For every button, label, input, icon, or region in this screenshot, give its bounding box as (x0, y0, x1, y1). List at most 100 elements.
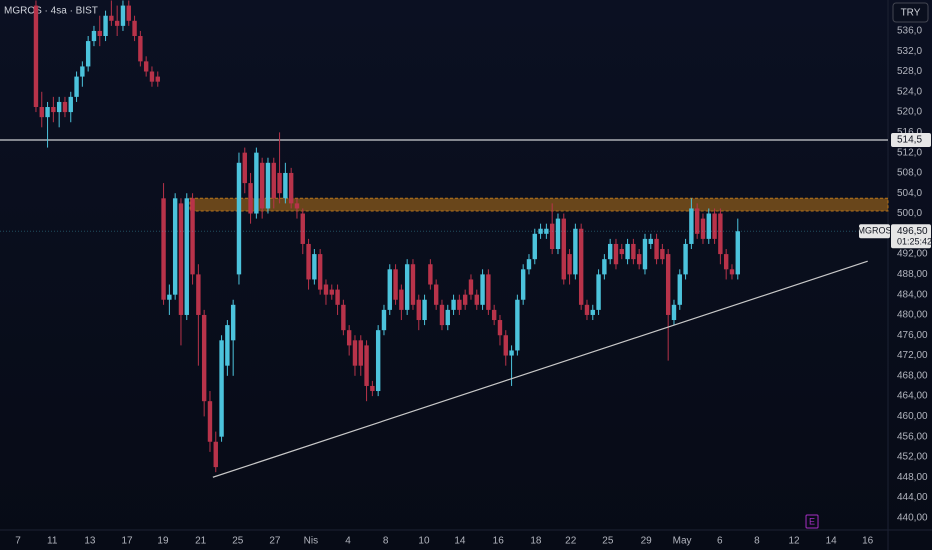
candle-body (439, 304, 445, 326)
last-price-label: 496,50 (897, 226, 928, 237)
candle-body (225, 325, 230, 366)
last-price-box (891, 224, 931, 249)
candle-body (520, 269, 526, 300)
y-tick-label: 460,00 (897, 411, 928, 422)
candle-body (555, 218, 561, 250)
candle-body (567, 254, 572, 275)
candle-body (613, 243, 619, 265)
candle-body (236, 162, 242, 275)
candle-body (45, 107, 50, 118)
candle-body (126, 5, 131, 21)
candle-body (230, 304, 236, 341)
candle-body (370, 385, 375, 392)
candle-body (155, 76, 160, 82)
x-tick-label: 12 (788, 536, 800, 547)
candle-body (329, 289, 334, 295)
y-tick-label: 532,0 (897, 46, 922, 57)
y-tick-label: 504,0 (897, 188, 922, 199)
y-tick-label: 488,00 (897, 269, 928, 280)
resistance-zone (189, 197, 889, 212)
candle-body (654, 238, 659, 260)
candle-body (515, 299, 520, 351)
candle-body (80, 66, 85, 77)
candle-body (143, 61, 149, 72)
y-tick-label: 452,00 (897, 452, 928, 463)
candle-body (509, 350, 514, 356)
x-tick-label: 16 (493, 536, 505, 547)
candle-body (341, 304, 346, 331)
candle-body (410, 264, 416, 305)
candle-body (114, 20, 120, 26)
candle-body (486, 274, 491, 310)
candle-body (51, 107, 56, 113)
y-tick-label: 524,0 (897, 86, 922, 97)
candle-body (213, 441, 218, 468)
candle-body (33, 5, 39, 108)
x-tick-label: 11 (47, 536, 58, 547)
level-label-box (891, 132, 931, 147)
candle-body (729, 269, 735, 275)
candle-body (381, 309, 387, 331)
x-tick-label: 25 (232, 536, 244, 547)
y-tick-label: 480,00 (897, 310, 928, 321)
y-tick-label: 444,00 (897, 492, 928, 503)
x-tick-label: 19 (157, 536, 169, 547)
candle-body (619, 249, 624, 255)
candle-body (196, 274, 201, 315)
candle-body (549, 223, 555, 250)
candle-body (294, 203, 300, 209)
candle-body (596, 274, 601, 310)
candle-body (573, 228, 578, 275)
candle-body (393, 269, 398, 300)
candle-body (433, 284, 439, 305)
candle-body (85, 41, 91, 67)
candle-body (317, 254, 323, 290)
candle-body (265, 162, 271, 209)
candle-body (167, 294, 172, 300)
candle-body (689, 208, 694, 244)
level-label: 514,5 (897, 135, 922, 146)
candle-body (422, 299, 427, 321)
candle-body (132, 20, 137, 37)
x-tick-label: 8 (754, 536, 760, 547)
y-tick-label: 512,0 (897, 147, 922, 158)
x-tick-label: May (673, 536, 692, 547)
symbol-label: MGROS (857, 226, 891, 236)
candle-body (648, 238, 653, 244)
candle-body (184, 198, 189, 315)
candle-body (660, 249, 665, 260)
y-tick-label: 472,00 (897, 350, 928, 361)
candle-body (39, 107, 44, 118)
candle-body (103, 15, 108, 37)
candle-body (491, 309, 497, 321)
candle-body (259, 162, 265, 209)
candle-body (97, 30, 102, 37)
x-tick-label: 17 (121, 536, 133, 547)
candle-body (607, 243, 613, 260)
candle-body (288, 172, 294, 204)
candle-body (178, 203, 184, 315)
candle-body (190, 198, 195, 275)
x-tick-label: 18 (530, 536, 542, 547)
x-tick-label: 22 (565, 536, 577, 547)
candle-body (526, 259, 532, 270)
y-tick-label: 468,00 (897, 370, 928, 381)
candle-body (219, 340, 224, 437)
y-tick-label: 440,00 (897, 512, 928, 523)
x-tick-label: 6 (717, 536, 723, 547)
trendline (212, 260, 868, 478)
currency-label[interactable]: TRY (901, 8, 921, 19)
countdown-label: 01:25:42 (897, 237, 932, 247)
y-tick-label: 536,0 (897, 26, 922, 37)
candle-body (109, 15, 114, 21)
candle-body (683, 243, 688, 275)
candle-body (306, 243, 311, 280)
candle-body (631, 243, 636, 260)
currency-button[interactable] (892, 2, 929, 23)
candle-body (462, 294, 468, 305)
y-tick-label: 464,00 (897, 391, 928, 402)
candle-body (428, 264, 433, 285)
chart-title: MGROS · 4sa · BIST (4, 6, 98, 17)
